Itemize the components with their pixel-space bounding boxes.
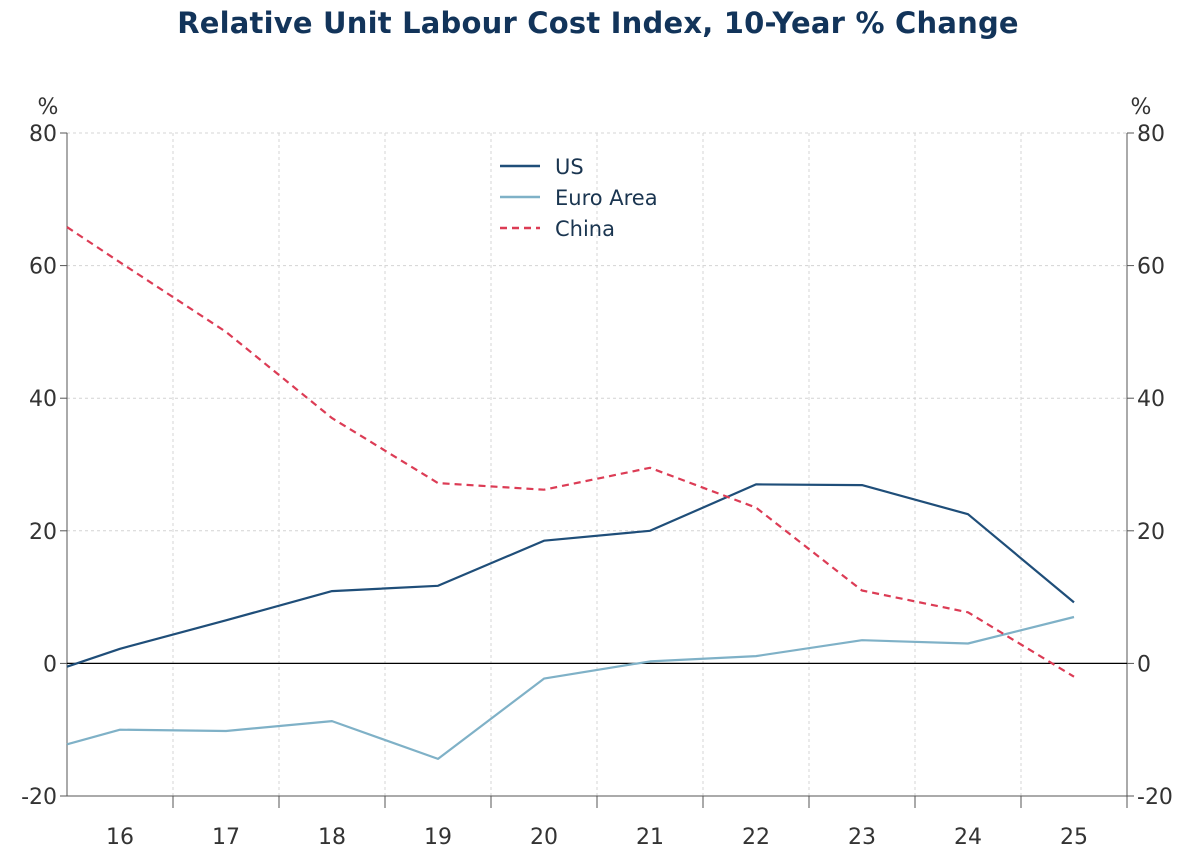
x-tick-label: 24 — [954, 825, 982, 850]
y-tick-label-left: -20 — [21, 785, 57, 810]
y-tick-label-left: 0 — [43, 652, 57, 677]
y-tick-label-right: 40 — [1137, 387, 1165, 412]
legend-label: US — [555, 155, 584, 179]
y-tick-label-right: 0 — [1137, 652, 1151, 677]
x-tick-label: 21 — [636, 825, 664, 850]
x-tick-label: 16 — [106, 825, 134, 850]
y-tick-label-right: 20 — [1137, 520, 1165, 545]
series-line-us — [66, 483, 1075, 668]
x-tick-label: 25 — [1060, 825, 1088, 850]
y-axis-unit-right: % — [1131, 95, 1152, 120]
x-tick-label: 17 — [212, 825, 240, 850]
legend-label: Euro Area — [555, 186, 658, 210]
legend: US Euro Area China — [500, 155, 658, 241]
y-tick-label-left: 80 — [29, 122, 57, 147]
x-tick-label: 18 — [318, 825, 346, 850]
series-line-euro-area — [66, 615, 1075, 761]
x-tick-label: 23 — [848, 825, 876, 850]
y-tick-label-right: 80 — [1137, 122, 1165, 147]
y-tick-label-left: 20 — [29, 520, 57, 545]
y-tick-label-left: 40 — [29, 387, 57, 412]
y-tick-label-right: -20 — [1137, 785, 1173, 810]
axes-layer: -20 -20 0 0 20 20 40 40 60 60 80 80 16 17 18 19 20 21 22 23… — [21, 122, 1173, 850]
y-axis-unit-left: % — [38, 95, 59, 120]
y-tick-label-left: 60 — [29, 255, 57, 280]
series-line-china — [66, 226, 1075, 678]
series-layer — [66, 226, 1075, 761]
x-tick-label: 22 — [742, 825, 770, 850]
chart-title: Relative Unit Labour Cost Index, 10-Year… — [177, 6, 1019, 40]
legend-label: China — [555, 217, 615, 241]
x-tick-label: 19 — [424, 825, 452, 850]
x-tick-label: 20 — [530, 825, 558, 850]
grid-layer — [67, 132, 1127, 797]
y-tick-label-right: 60 — [1137, 255, 1165, 280]
